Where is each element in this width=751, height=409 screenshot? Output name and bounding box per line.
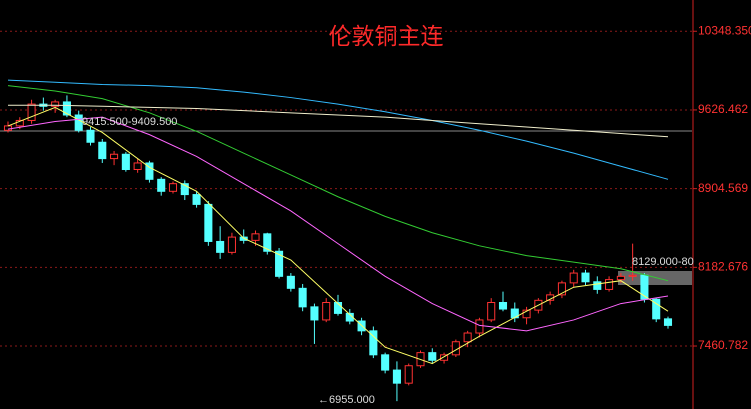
candle-body — [168, 183, 178, 192]
candle-body — [216, 240, 225, 253]
candle-body — [652, 298, 661, 320]
ma-line — [7, 116, 669, 332]
candle-body — [121, 153, 130, 171]
candle-body — [86, 129, 95, 143]
ma-line — [8, 104, 669, 138]
candle-body — [369, 330, 378, 356]
candle-body — [557, 282, 566, 296]
candle-body — [145, 162, 154, 180]
candle-body — [463, 332, 472, 343]
annotation: ←6955.000 — [318, 394, 375, 406]
candle-body — [404, 365, 413, 384]
candle-body — [333, 301, 343, 314]
candle-body — [581, 272, 590, 283]
candle-body — [487, 301, 496, 321]
candle-body — [133, 162, 142, 171]
candle-body — [522, 309, 531, 319]
candle-body — [428, 352, 437, 361]
candle-body — [27, 103, 36, 121]
candle-body — [51, 101, 60, 107]
price-box — [618, 271, 692, 285]
annotation: 8129.000-80 — [632, 256, 694, 268]
y-tick-label: 9626.462 — [698, 102, 748, 116]
candle-body — [180, 183, 189, 196]
candle-body — [204, 203, 213, 242]
candle-body — [3, 125, 13, 131]
candle-body — [263, 233, 272, 252]
candle-body — [192, 194, 201, 205]
candle-body — [98, 141, 107, 160]
candle-body — [569, 272, 578, 284]
y-tick-label: 7460.782 — [698, 338, 748, 352]
candle-body — [310, 306, 319, 321]
annotation: 9415.500-9409.500 — [82, 116, 177, 128]
candle-body — [475, 319, 484, 334]
candle-body — [640, 274, 649, 300]
ma-line — [7, 79, 669, 180]
candle-body — [616, 275, 625, 281]
candle-body — [157, 178, 166, 192]
chart-title: 伦敦铜主连 — [329, 23, 444, 49]
y-tick-label: 8904.569 — [698, 181, 748, 195]
y-tick-label: 8182.676 — [698, 259, 748, 273]
y-tick-label: 10348.350 — [698, 23, 751, 37]
candle-body — [62, 101, 71, 116]
candle-body — [286, 275, 295, 289]
candle-body — [593, 281, 602, 290]
ma-line — [7, 85, 669, 282]
candle-body — [381, 354, 390, 371]
candle-body — [110, 153, 119, 160]
candle-body — [663, 318, 673, 326]
candle-body — [74, 114, 83, 131]
candle-body — [605, 279, 614, 290]
candle-body — [392, 369, 401, 384]
candle-body — [628, 274, 637, 277]
candle-body — [227, 236, 236, 253]
ma-line — [7, 106, 669, 365]
candle-body — [440, 354, 449, 361]
candle-body — [322, 301, 331, 321]
candle-body — [498, 301, 508, 310]
candle-body — [298, 287, 307, 308]
candle-body — [275, 250, 284, 277]
candle-body — [251, 233, 260, 241]
